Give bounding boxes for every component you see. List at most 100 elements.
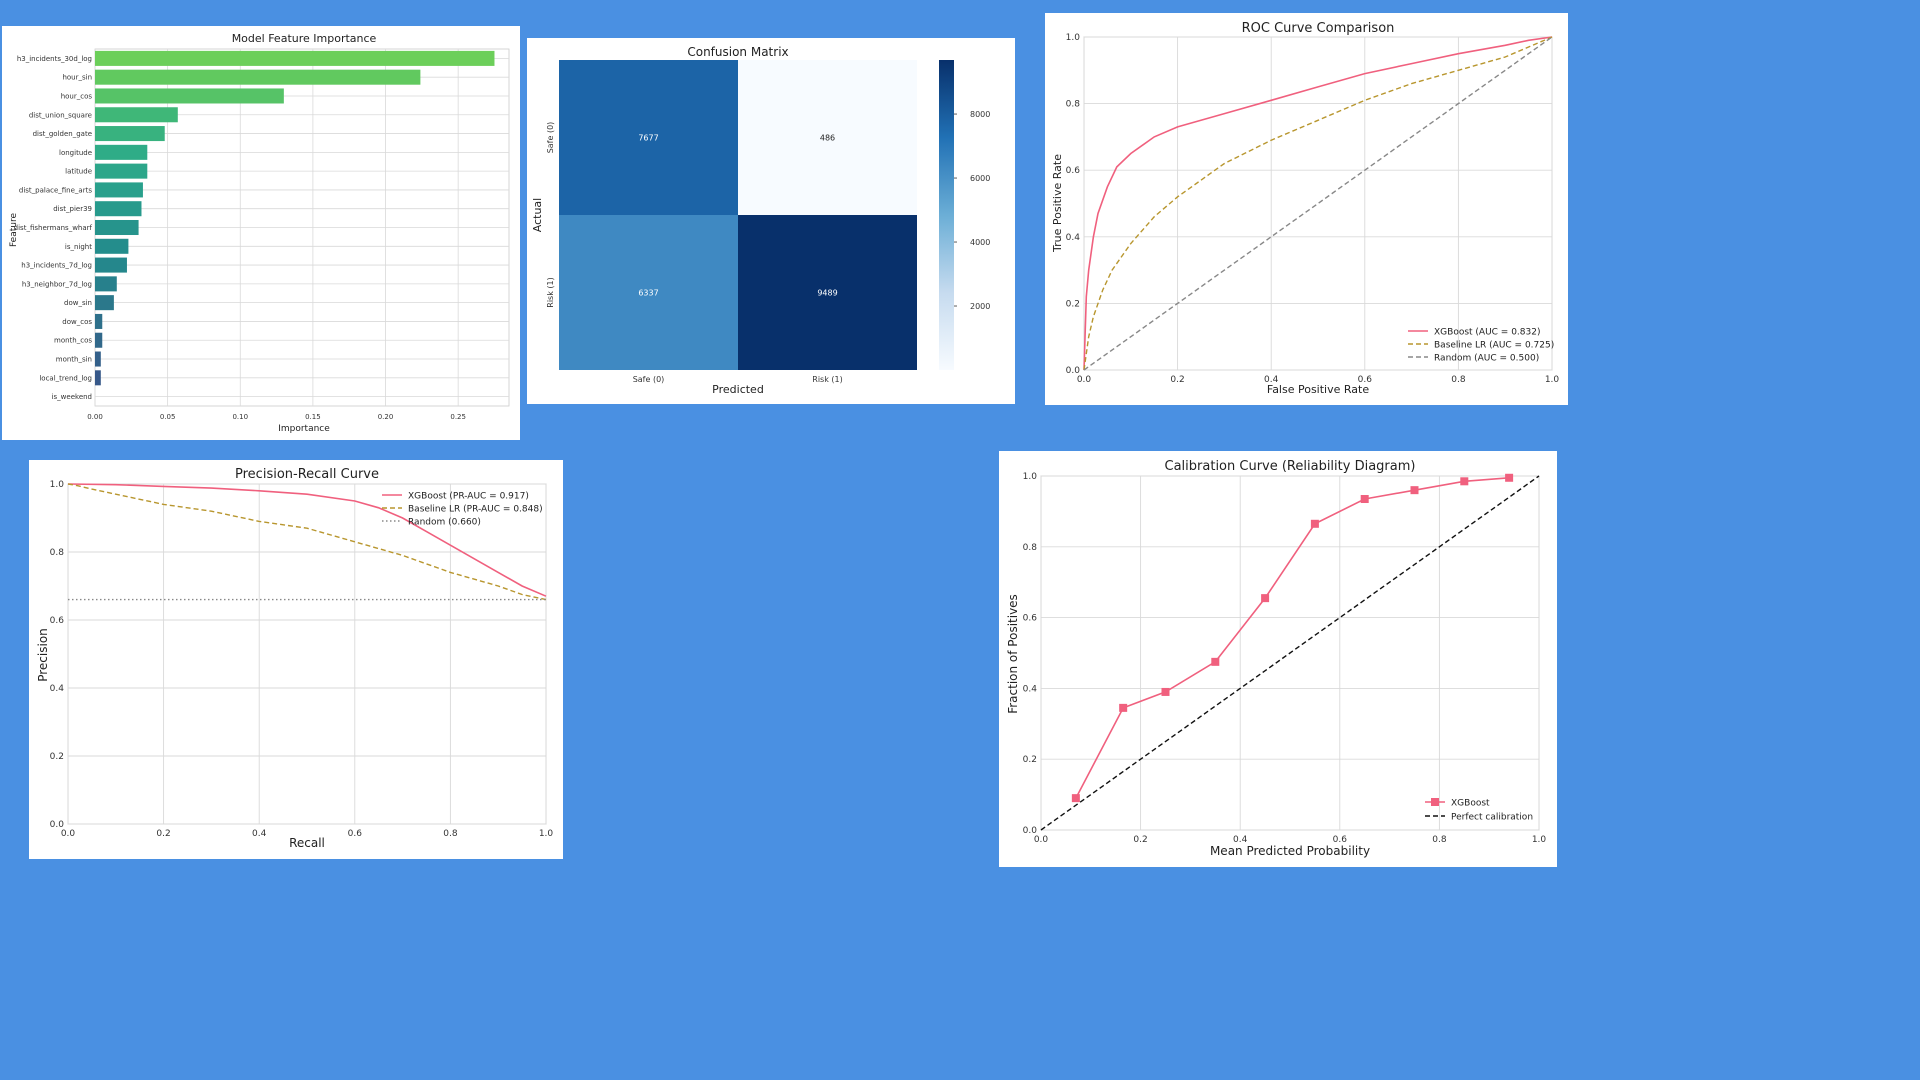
legend-label: XGBoost (PR-AUC = 0.917) <box>408 492 529 502</box>
cell-value-label: 6337 <box>638 289 658 298</box>
x-tick-label: Safe (0) <box>633 375 665 384</box>
x-tick-label: 0.0 <box>1077 375 1092 385</box>
calibration-chart: Calibration Curve (Reliability Diagram) … <box>1006 459 1546 858</box>
x-tick-label: 0.25 <box>450 413 466 421</box>
y-tick-label: dow_cos <box>62 318 92 326</box>
y-tick-label: is_weekend <box>52 393 92 401</box>
data-point <box>1119 703 1128 712</box>
x-tick-label: 0.4 <box>1264 375 1279 385</box>
y-tick-label: dist_union_square <box>29 111 92 119</box>
bar-month_cos <box>95 332 103 348</box>
legend-label: Baseline LR (PR-AUC = 0.848) <box>408 505 543 515</box>
y-axis-label: Precision <box>36 628 50 682</box>
x-tick-label: 1.0 <box>539 829 554 839</box>
roc-chart: ROC Curve Comparison False Positive Rate… <box>1051 21 1560 396</box>
confusion-matrix-panel: Confusion Matrix Predicted Actual 7677 48… <box>527 38 1015 404</box>
y-axis-label: Feature <box>9 213 19 247</box>
data-point <box>1360 495 1369 504</box>
cell-value-label: 9489 <box>817 289 837 298</box>
y-tick-label: dist_golden_gate <box>33 130 92 138</box>
legend-label: XGBoost <box>1451 799 1490 809</box>
chart-title: Precision-Recall Curve <box>235 467 379 482</box>
bar-dist_union_square <box>95 107 178 123</box>
x-axis-label: False Positive Rate <box>1267 383 1369 396</box>
y-tick-label: hour_sin <box>62 74 92 82</box>
x-tick-label: 0.2 <box>156 829 170 839</box>
y-axis-label: Actual <box>531 198 544 232</box>
x-tick-label: 0.0 <box>1034 835 1049 845</box>
x-tick-label: 0.05 <box>160 413 176 421</box>
series-line-0 <box>1075 477 1510 799</box>
y-tick-label: 0.8 <box>1023 543 1038 553</box>
cell-value-label: 7677 <box>638 134 658 143</box>
bar-longitude <box>95 144 148 160</box>
cell-value-label: 486 <box>820 134 835 143</box>
y-tick-label: 0.2 <box>50 752 64 762</box>
x-tick-label: 0.6 <box>1333 835 1348 845</box>
colorbar-tick-label: 2000 <box>970 302 990 311</box>
series-line-0 <box>1083 36 1553 371</box>
y-tick-label: hour_cos <box>61 92 93 100</box>
bar-dist_palace_fine_arts <box>95 182 143 198</box>
bar-is_night <box>95 238 129 254</box>
legend-label: Perfect calibration <box>1451 813 1533 823</box>
y-tick-label: 0.2 <box>1066 299 1080 309</box>
x-tick-label: 0.8 <box>443 829 458 839</box>
y-tick-label: 0.4 <box>1066 233 1081 243</box>
legend-label: Baseline LR (AUC = 0.725) <box>1434 341 1554 351</box>
bar-dist_pier39 <box>95 201 142 217</box>
data-point <box>1211 657 1220 666</box>
roc-panel: ROC Curve Comparison False Positive Rate… <box>1045 13 1568 405</box>
y-tick-label: latitude <box>65 168 92 176</box>
x-tick-label: 0.2 <box>1170 375 1184 385</box>
pr-panel: Precision-Recall Curve Recall Precision … <box>29 460 563 859</box>
y-tick-label: 1.0 <box>50 480 65 490</box>
chart-title: Confusion Matrix <box>687 45 788 59</box>
data-point <box>1460 477 1469 486</box>
y-tick-label: dist_fishermans_wharf <box>14 224 93 232</box>
series-line-0 <box>67 483 547 597</box>
y-tick-label: h3_incidents_30d_log <box>17 55 92 63</box>
y-tick-label: h3_incidents_7d_log <box>21 262 92 270</box>
bar-h3_neighbor_7d_log <box>95 276 117 292</box>
feature-importance-chart: Model Feature Importance Importance Feat… <box>9 32 510 434</box>
y-tick-label: 0.0 <box>1066 366 1081 376</box>
y-tick-label: 1.0 <box>1023 472 1038 482</box>
chart-title: Calibration Curve (Reliability Diagram) <box>1165 459 1416 474</box>
y-tick-label: longitude <box>59 149 92 157</box>
legend-label: Random (AUC = 0.500) <box>1434 354 1539 364</box>
bar-dist_golden_gate <box>95 126 165 142</box>
x-tick-label: 0.4 <box>1233 835 1248 845</box>
y-axis-label: True Positive Rate <box>1051 154 1064 253</box>
series-line-1 <box>1040 475 1540 831</box>
y-tick-label: 0.8 <box>50 548 65 558</box>
x-axis-label: Predicted <box>712 383 764 396</box>
y-tick-label: local_trend_log <box>39 374 92 382</box>
x-tick-label: 0.4 <box>252 829 267 839</box>
series-line-1 <box>67 483 547 601</box>
y-tick-label: 0.2 <box>1023 755 1037 765</box>
x-tick-label: 1.0 <box>1545 375 1560 385</box>
y-tick-label: 0.6 <box>1023 614 1038 624</box>
x-tick-label: 0.6 <box>1358 375 1373 385</box>
y-tick-label: Safe (0) <box>546 122 555 154</box>
bar-latitude <box>95 163 148 179</box>
pr-chart: Precision-Recall Curve Recall Precision … <box>36 467 554 850</box>
y-tick-label: 0.4 <box>50 684 65 694</box>
series-line-1 <box>1083 36 1553 371</box>
data-point <box>1261 594 1270 603</box>
bar-local_trend_log <box>95 370 101 386</box>
heatmap-cell <box>559 215 738 370</box>
chart-title: Model Feature Importance <box>232 32 377 45</box>
x-tick-label: 0.2 <box>1133 835 1147 845</box>
data-point <box>1505 473 1514 482</box>
y-tick-label: 0.6 <box>50 616 65 626</box>
x-tick-label: 0.0 <box>61 829 76 839</box>
colorbar-tick-label: 4000 <box>970 238 990 247</box>
colorbar-tick-label: 6000 <box>970 174 990 183</box>
x-tick-label: 0.20 <box>378 413 394 421</box>
bar-hour_cos <box>95 88 284 104</box>
colorbar-tick-label: 8000 <box>970 110 990 119</box>
data-point <box>1410 486 1419 495</box>
y-tick-label: dow_sin <box>64 299 92 307</box>
